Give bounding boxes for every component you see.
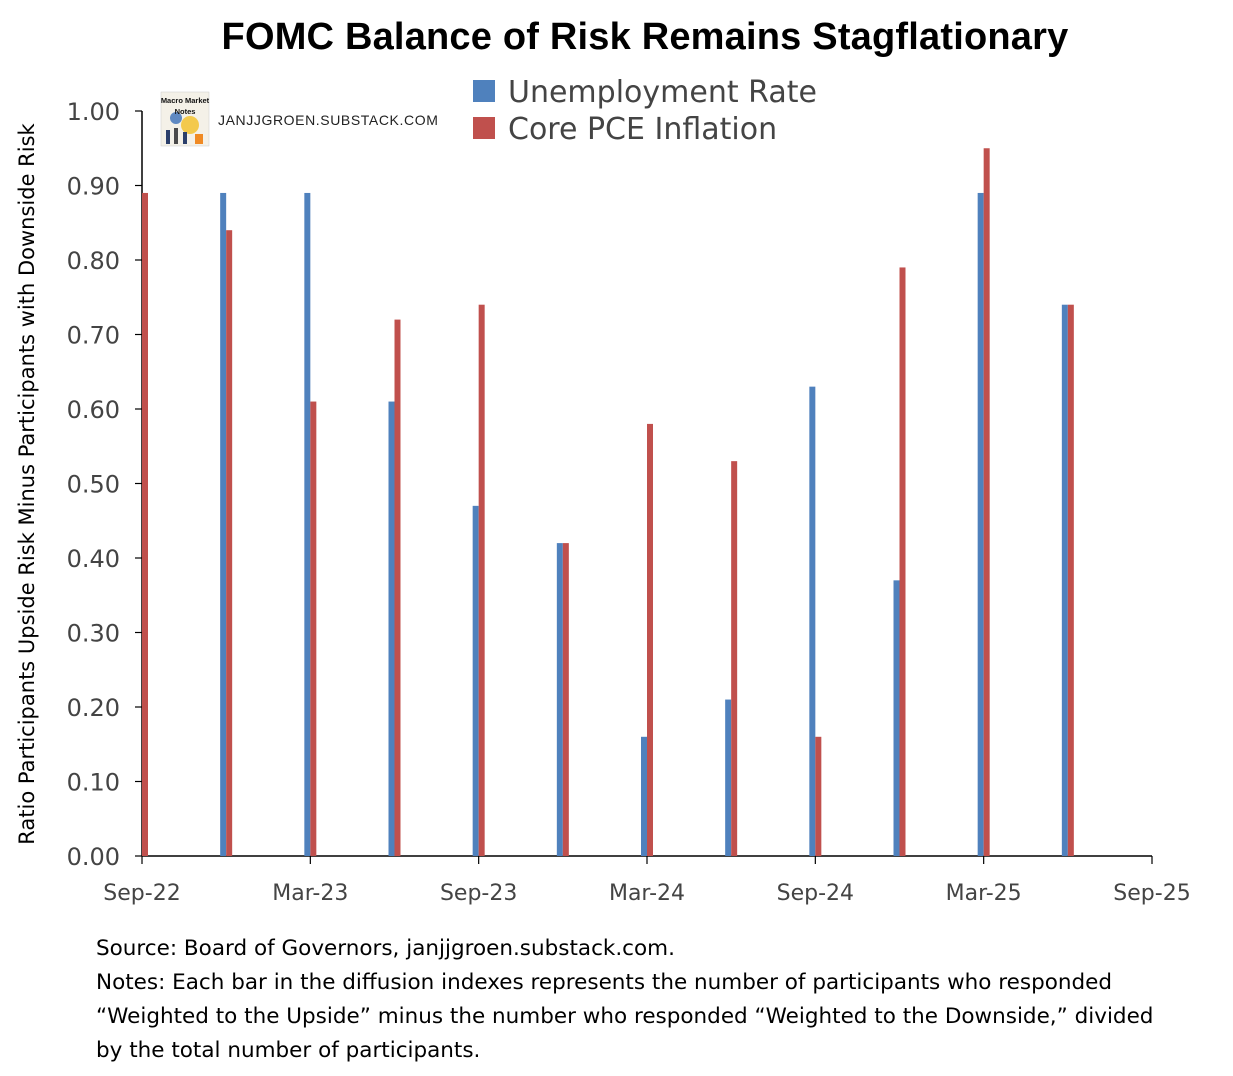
x-tick-label: Mar-25 (946, 881, 1022, 906)
notes-line-3: by the total number of participants. (96, 1038, 481, 1063)
bar-core-pce-mar-24 (647, 423, 653, 856)
x-tick-label: Sep-22 (103, 881, 180, 906)
bar-unemployment-sep-24 (809, 386, 816, 856)
bar-core-pce-mar-23 (310, 401, 317, 856)
x-tick-label: Mar-23 (272, 881, 348, 906)
bar-unemployment-dec-22 (220, 192, 227, 856)
legend-swatch-unemployment (473, 80, 495, 102)
y-tick-label: 0.00 (67, 843, 120, 871)
bar-unemployment-mar-24 (641, 736, 647, 856)
bar-core-pce-jun-24 (731, 461, 738, 856)
source-line: Source: Board of Governors, janjjgroen.s… (96, 936, 675, 961)
y-tick-label: 0.50 (67, 471, 120, 499)
bar-unemployment-jun-24 (725, 699, 732, 856)
bar-core-pce-sep-24 (815, 736, 822, 856)
y-tick-label: 1.00 (67, 98, 120, 126)
bar-unemployment-mar-23 (304, 192, 311, 856)
notes-line-2: “Weighted to the Upside” minus the numbe… (96, 1004, 1154, 1029)
bar-unemployment-dec-23 (556, 543, 563, 856)
bar-core-pce-sep-23 (478, 304, 485, 856)
source-notes: Source: Board of Governors, janjjgroen.s… (96, 932, 1226, 1068)
x-tick-label: Mar-24 (609, 881, 685, 906)
watermark-site: JANJJGROEN.SUBSTACK.COM (218, 112, 438, 128)
bar-unemployment-sep-23 (472, 505, 479, 856)
legend-swatch-core-pce (473, 117, 495, 139)
bars (142, 148, 1074, 857)
notes-line-1: Notes: Each bar in the diffusion indexes… (96, 970, 1113, 995)
x-tick-label: Sep-24 (777, 881, 854, 906)
bar-unemployment-mar-25 (977, 192, 984, 856)
y-tick-label: 0.60 (67, 396, 120, 424)
legend-label-core-pce: Core PCE Inflation (508, 112, 777, 147)
watermark: Macro Market Notes JANJJGROEN.SUBSTACK.C… (160, 91, 438, 147)
bar-unemployment-jun-23 (388, 401, 395, 856)
y-tick-label: 0.10 (67, 769, 120, 797)
y-tick-label: 0.20 (67, 694, 120, 722)
y-tick-label: 0.80 (67, 247, 120, 275)
y-axis-label: Ratio Participants Upside Risk Minus Par… (15, 122, 39, 844)
legend: Unemployment Rate Core PCE Inflation (473, 75, 817, 147)
bar-core-pce-jun-23 (394, 319, 401, 857)
y-axis-label-group: Ratio Participants Upside Risk Minus Par… (15, 122, 39, 844)
bar-core-pce-dec-22 (226, 230, 233, 856)
y-tick-label: 0.70 (67, 322, 120, 350)
bar-core-pce-jun-25 (1067, 304, 1074, 856)
x-tick-label: Sep-25 (1113, 881, 1190, 906)
y-tick-label: 0.40 (67, 545, 120, 573)
bar-unemployment-jun-25 (1061, 304, 1068, 856)
svg-text:Notes: Notes (175, 107, 196, 116)
bar-core-pce-dec-24 (899, 267, 906, 856)
bar-unemployment-dec-24 (893, 580, 900, 856)
x-tick-label: Sep-23 (440, 881, 517, 906)
chart-title: FOMC Balance of Risk Remains Stagflation… (221, 16, 1069, 58)
bar-core-pce-sep-22 (142, 192, 148, 856)
legend-label-unemployment: Unemployment Rate (508, 75, 817, 110)
y-tick-label: 0.30 (67, 620, 120, 648)
svg-text:Macro Market: Macro Market (161, 96, 210, 105)
axes: 0.00 0.10 0.20 0.30 0.40 0.50 0.60 0.70 0.80 0.90… (67, 98, 1191, 906)
y-tick-label: 0.90 (67, 173, 120, 201)
bar-core-pce-dec-23 (562, 543, 569, 856)
brand-logo-icon: Macro Market Notes (160, 91, 210, 147)
bar-core-pce-mar-25 (983, 148, 990, 856)
